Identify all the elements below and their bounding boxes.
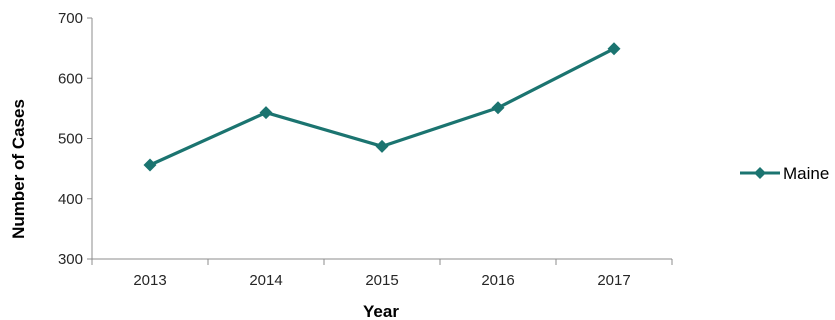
- series-layer: [143, 42, 621, 172]
- y-tick-label: 300: [58, 251, 83, 268]
- y-tick-label: 400: [58, 191, 83, 208]
- x-tick-label: 2017: [597, 272, 630, 289]
- y-axis: 300 400 500 600 700: [58, 10, 93, 268]
- data-point-marker: [491, 101, 505, 115]
- data-point-marker: [259, 106, 273, 120]
- y-tick-label: 700: [58, 10, 83, 27]
- x-tick-label: 2013: [133, 272, 166, 289]
- data-point-marker: [143, 158, 157, 172]
- x-tick-label: 2015: [365, 272, 398, 289]
- data-point-marker: [375, 139, 389, 153]
- legend-marker-maine: [754, 167, 766, 179]
- x-axis: 2013 2014 2015 2016 2017: [91, 258, 673, 289]
- legend: Maine: [740, 164, 829, 183]
- y-axis-title: Number of Cases: [9, 99, 28, 239]
- y-tick-label: 500: [58, 131, 83, 148]
- legend-label-maine: Maine: [783, 164, 829, 183]
- data-point-marker: [607, 42, 621, 56]
- x-axis-title: Year: [363, 302, 399, 320]
- y-tick-label: 600: [58, 70, 83, 87]
- x-tick-label: 2014: [249, 272, 282, 289]
- x-tick-label: 2016: [481, 272, 514, 289]
